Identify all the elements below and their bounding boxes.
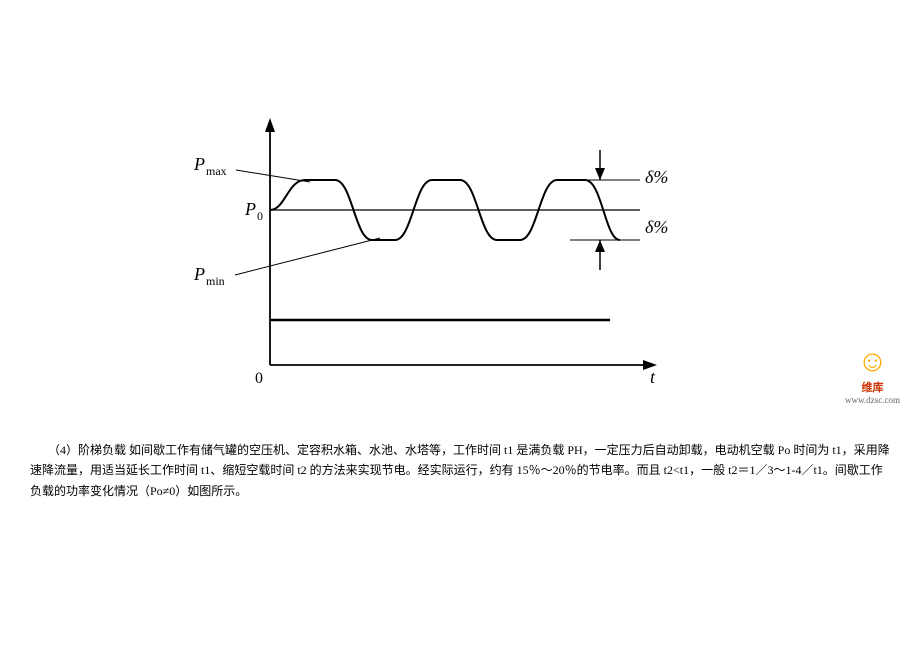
paragraph-text: （4）阶梯负载 如间歇工作有储气罐的空压机、定容积水箱、水池、水塔等，工作时间 … xyxy=(30,440,890,501)
pmax-leader xyxy=(236,170,310,182)
pmin-label: P xyxy=(193,264,205,284)
diagram-svg: P max P 0 P min 0 t δ% δ% xyxy=(160,115,760,395)
upper-arrow-head xyxy=(595,168,605,180)
origin-label: 0 xyxy=(255,370,263,387)
p0-label: P xyxy=(244,199,256,219)
pmin-leader xyxy=(235,238,380,275)
watermark-brand: 维库 xyxy=(862,382,884,394)
y-axis-arrow xyxy=(265,118,275,132)
pmax-label: P xyxy=(193,154,205,174)
delta-lower-label: δ% xyxy=(645,217,668,237)
watermark-icon: ☺ xyxy=(857,345,888,378)
delta-upper-label: δ% xyxy=(645,167,668,187)
watermark: ☺ 维库 www.dzsc.com xyxy=(835,345,910,405)
pmax-sub: max xyxy=(206,164,227,178)
diagram-container: P max P 0 P min 0 t δ% δ% xyxy=(160,115,760,395)
lower-arrow-head xyxy=(595,240,605,252)
watermark-url: www.dzsc.com xyxy=(845,395,900,405)
xaxis-label: t xyxy=(650,367,656,387)
p0-sub: 0 xyxy=(257,209,263,223)
pmin-sub: min xyxy=(206,274,225,288)
